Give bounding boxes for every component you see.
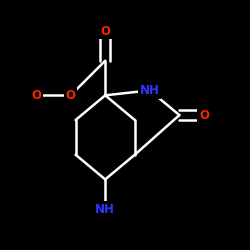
Text: O: O [100, 24, 110, 38]
Text: NH: NH [140, 84, 160, 97]
Text: O: O [66, 89, 76, 102]
Text: O: O [199, 108, 209, 122]
Text: NH: NH [95, 202, 115, 215]
Text: O: O [31, 89, 41, 102]
